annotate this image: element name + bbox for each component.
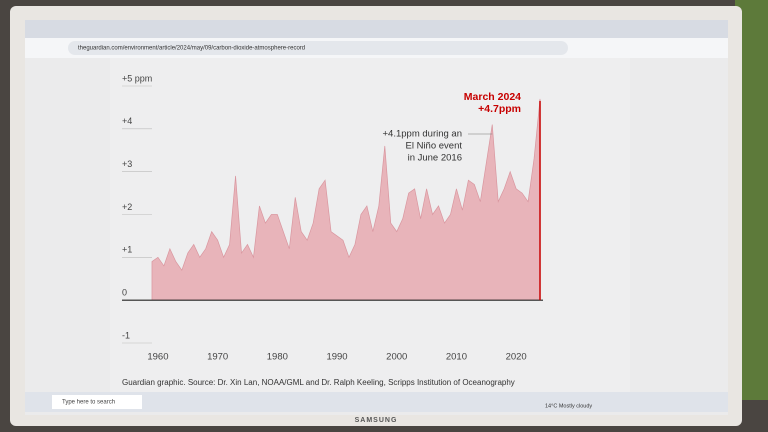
y-tick-label: +5 ppm [122,73,152,83]
url: theguardian.com/environment/article/2024… [78,46,305,52]
annotation-2024: +4.7ppm [478,103,521,115]
annotation-2016: +4.1ppm during an [383,129,463,140]
area [151,98,541,301]
x-tick-label: 1970 [207,352,228,363]
y-tick-label: -1 [122,330,130,340]
search-box[interactable] [52,395,142,409]
y-tick-label: +3 [122,159,132,169]
annotation-2016: El Niño event [405,141,462,152]
x-tick-label: 1960 [147,352,168,363]
annotation-2016: in June 2016 [408,153,462,164]
weather: 14°C Mostly cloudy [545,403,592,409]
source: Guardian graphic. Source: Dr. Xin Lan, N… [122,378,515,387]
address-bar[interactable] [68,41,568,55]
x-tick-label: 1980 [267,352,288,363]
x-tick-label: 1990 [326,352,347,363]
y-tick-label: +2 [122,202,132,212]
taskbar [25,392,728,412]
chart: +5 ppm +4 +3 +2 +1 0 -1 1960 1970 1980 1990 2000 201… [122,73,543,363]
x-tick-label: 2020 [506,352,527,363]
annotation-2024: March 2024 [464,91,521,103]
y-tick-label: +1 [122,245,132,255]
y-tick-label: +4 [122,116,132,126]
search-placeholder: Type here to search [62,400,115,406]
tab-bar [25,20,728,38]
x-tick-label: 2010 [446,352,467,363]
x-tick-label: 2000 [386,352,407,363]
brand: SAMSUNG [355,417,398,424]
y-tick-label: 0 [122,288,127,298]
